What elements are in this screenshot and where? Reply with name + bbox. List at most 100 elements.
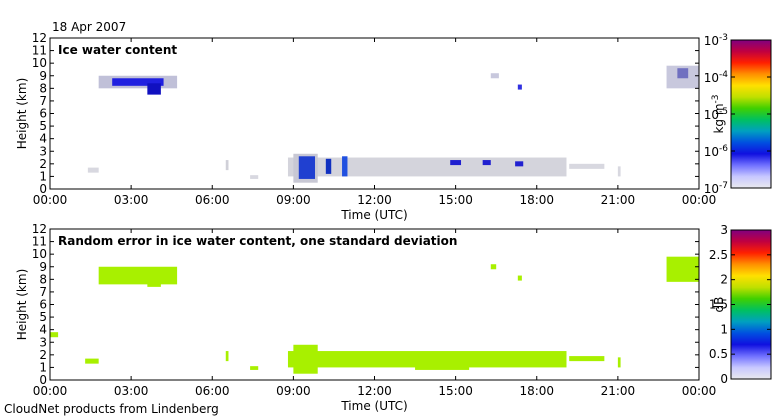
y-axis-label: Height (km) — [15, 78, 29, 149]
x-tick-label: 03:00 — [114, 193, 149, 207]
y-tick-label: 6 — [39, 107, 47, 121]
data-region — [515, 161, 524, 167]
data-region — [517, 275, 522, 281]
colorbar-tick-label: 10-7 — [704, 181, 728, 196]
data-region — [225, 351, 229, 362]
y-tick-label: 4 — [39, 132, 47, 146]
colorbar — [730, 39, 772, 189]
x-tick-label: 21:00 — [601, 193, 636, 207]
data-region — [617, 166, 621, 177]
y-tick-label: 3 — [39, 335, 47, 349]
x-tick-label: 00:00 — [682, 384, 717, 398]
colorbar-tick-label: 10-6 — [704, 144, 729, 159]
y-tick-label: 8 — [39, 272, 47, 286]
data-region — [490, 73, 499, 79]
x-tick-label: 00:00 — [682, 193, 717, 207]
data-region — [112, 78, 164, 86]
x-tick-label: 12:00 — [357, 384, 392, 398]
data-region — [325, 158, 332, 174]
colorbar — [730, 229, 772, 380]
data-region — [225, 160, 229, 171]
data-region — [450, 160, 462, 166]
x-tick-label: 09:00 — [276, 193, 311, 207]
y-tick-label: 1 — [39, 360, 47, 374]
data-region — [147, 279, 161, 287]
y-tick-label: 10 — [32, 247, 47, 261]
colorbar-label: dB — [712, 297, 726, 313]
y-tick-label: 12 — [32, 31, 47, 45]
x-tick-label: 15:00 — [438, 193, 473, 207]
y-axis-label: Height (km) — [15, 269, 29, 340]
data-region — [569, 356, 605, 362]
colorbar-tick-label: 0.5 — [709, 347, 728, 361]
y-tick-label: 11 — [32, 235, 47, 249]
chart-title: Random error in ice water content, one s… — [58, 234, 457, 248]
x-tick-label: 12:00 — [357, 193, 392, 207]
data-region — [287, 157, 567, 177]
data-region — [293, 344, 318, 374]
x-tick-label: 03:00 — [114, 384, 149, 398]
footer-credit: CloudNet products from Lindenberg — [4, 402, 219, 416]
data-region — [517, 84, 522, 90]
y-tick-label: 5 — [39, 310, 47, 324]
colorbar-tick-label: 10-4 — [704, 70, 729, 85]
data-region — [98, 266, 178, 285]
date-label: 18 Apr 2007 — [52, 20, 127, 34]
y-tick-label: 2 — [39, 157, 47, 171]
x-tick-label: 06:00 — [195, 193, 230, 207]
x-tick-label: 21:00 — [601, 384, 636, 398]
x-tick-label: 18:00 — [519, 384, 554, 398]
y-tick-label: 9 — [39, 260, 47, 274]
data-region — [87, 167, 99, 173]
y-tick-label: 7 — [39, 285, 47, 299]
y-tick-label: 2 — [39, 348, 47, 362]
y-tick-label: 3 — [39, 144, 47, 158]
y-tick-label: 7 — [39, 94, 47, 108]
colorbar-tick-label: 2 — [720, 273, 728, 287]
data-region — [490, 264, 497, 270]
colorbar-tick-label: 2.5 — [709, 248, 728, 262]
data-region — [666, 256, 699, 282]
y-tick-label: 11 — [32, 44, 47, 58]
data-region — [250, 366, 259, 370]
data-region — [617, 357, 621, 368]
data-region — [342, 156, 348, 177]
colorbar-tick-label: 3 — [720, 223, 728, 237]
data-region — [250, 175, 259, 179]
y-tick-label: 5 — [39, 119, 47, 133]
x-tick-label: 15:00 — [438, 384, 473, 398]
chart-title: Ice water content — [58, 43, 177, 57]
y-tick-label: 1 — [39, 169, 47, 183]
data-region — [677, 68, 689, 79]
y-tick-label: 9 — [39, 69, 47, 83]
y-tick-label: 8 — [39, 81, 47, 95]
x-tick-label: 06:00 — [195, 384, 230, 398]
x-tick-label: 00:00 — [33, 384, 68, 398]
colorbar-tick-label: 1 — [720, 322, 728, 336]
data-region — [85, 358, 99, 364]
x-tick-label: 09:00 — [276, 384, 311, 398]
y-tick-label: 12 — [32, 222, 47, 236]
x-tick-label: 00:00 — [33, 193, 68, 207]
data-region — [147, 83, 161, 95]
data-region — [298, 156, 316, 179]
y-tick-label: 0 — [39, 182, 47, 196]
colorbar-tick-label: 0 — [720, 372, 728, 386]
data-region — [415, 352, 470, 370]
y-tick-label: 0 — [39, 373, 47, 387]
x-axis-label: Time (UTC) — [340, 208, 407, 222]
data-region — [482, 160, 491, 166]
data-region — [50, 332, 59, 338]
x-tick-label: 18:00 — [519, 193, 554, 207]
y-tick-label: 10 — [32, 56, 47, 70]
y-tick-label: 6 — [39, 298, 47, 312]
x-axis-label: Time (UTC) — [340, 399, 407, 413]
data-region — [569, 163, 605, 169]
colorbar-tick-label: 10-3 — [704, 33, 728, 48]
colorbar-tick-label: 1.5 — [709, 298, 728, 312]
y-tick-label: 4 — [39, 323, 47, 337]
colorbar-label: kg m-3 — [711, 94, 726, 133]
